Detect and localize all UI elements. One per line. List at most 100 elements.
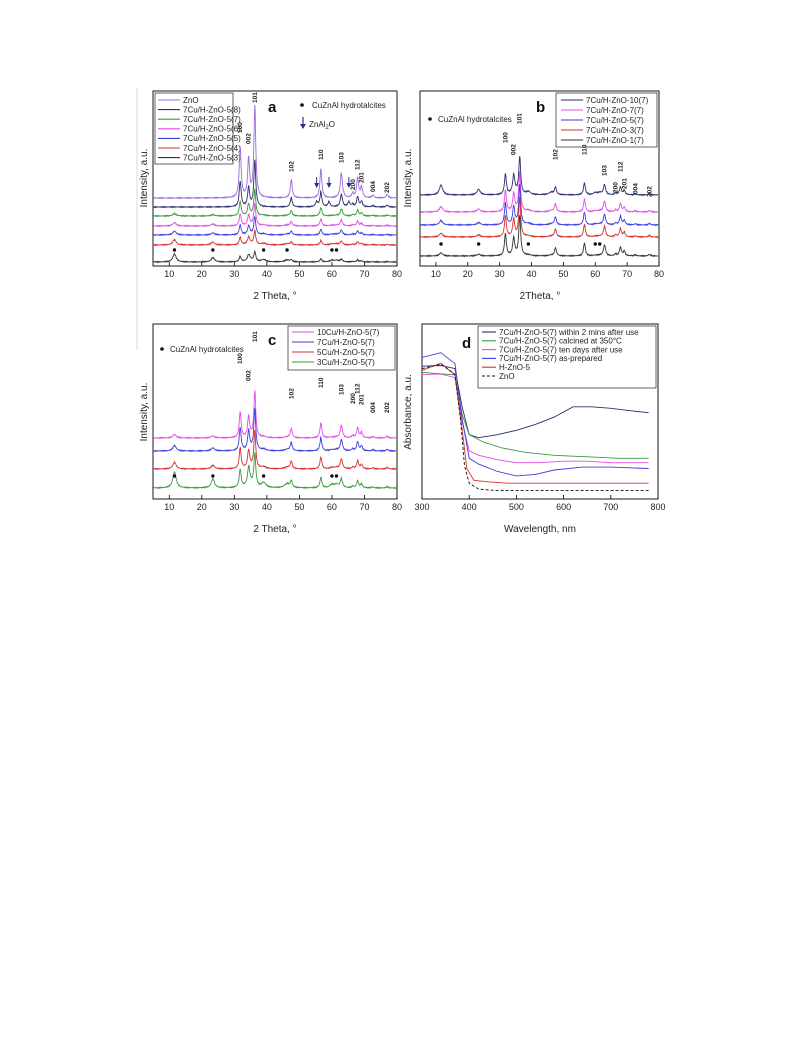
panel-c-series-2 — [153, 429, 397, 471]
panel-a-peak-label: 100 — [237, 122, 244, 133]
panel-d-legend-label: 7Cu/H-ZnO-5(7) calcined at 350°C — [499, 337, 622, 346]
panel-b-peak-label: 202 — [646, 186, 653, 197]
panel-d-letter: d — [462, 335, 471, 352]
panel-d-legend-label: 7Cu/H-ZnO-5(7) within 2 mins after use — [499, 328, 639, 337]
panel-a-znal2o-marker-head — [314, 183, 320, 188]
panel-c-xtick-label: 20 — [197, 502, 207, 512]
panel-a-series-4 — [153, 215, 397, 237]
panel-d-legend-label: 7Cu/H-ZnO-5(7) as-prepared — [499, 354, 602, 363]
panel-d-legend-box — [477, 325, 657, 389]
panel-b-xtick-label: 20 — [463, 269, 473, 279]
panel-d-legend-label: H-ZnO-5 — [499, 363, 531, 372]
panel-d: d 7Cu/H-ZnO-5(7) within 2 mins after use… — [403, 323, 666, 535]
panel-a-xtick-label: 50 — [294, 269, 304, 279]
panel-b-hydrotalcite-note: CuZnAl hydrotalcites — [438, 115, 512, 124]
panel-b-peak-label: 201 — [621, 178, 628, 189]
panel-c-frame — [152, 323, 398, 500]
panel-b-peak-label: 100 — [502, 132, 509, 143]
panel-c-ylabel: Intensity, a.u. — [139, 383, 150, 442]
panel-a-legend-label: ZnO — [183, 96, 199, 105]
panel-c-xtick-label: 80 — [392, 502, 402, 512]
panel-d-legend-label: 7Cu/H-ZnO-5(7) ten days after use — [499, 345, 623, 354]
panel-a-legend-label: 7Cu/H-ZnO-5(4) — [183, 144, 241, 153]
panel-d-ylabel: Absorbance, a.u. — [403, 374, 414, 450]
panel-c-hydrotalcite-marker — [211, 474, 215, 478]
panel-b: b 7Cu/H-ZnO-10(7)7Cu/H-ZnO-7(7)7Cu/H-ZnO… — [403, 90, 664, 302]
panel-b-peak-label: 002 — [511, 144, 518, 155]
panel-a-znal2o-sub: 2 — [325, 125, 329, 131]
panel-c-xtick-label: 30 — [229, 502, 239, 512]
panel-b-xtick-label: 10 — [431, 269, 441, 279]
panel-d-xtick-label: 800 — [650, 502, 665, 512]
panel-a-peak-label: 101 — [252, 92, 259, 103]
panel-a-znal2o-o: O — [329, 120, 335, 129]
panel-a-hydrotalcite-marker — [172, 248, 177, 252]
panel-b-legend-label: 7Cu/H-ZnO-5(7) — [586, 116, 644, 125]
panel-b-peak-label: 102 — [552, 149, 559, 160]
panel-b-hydrotalcite-marker — [526, 242, 531, 246]
panel-a-hydrotalcite-legend-dot — [300, 103, 304, 107]
panel-a-ylabel: Intensity, a.u. — [139, 149, 150, 208]
panel-a-peak-label: 202 — [384, 182, 391, 193]
panel-a-peak-label: 102 — [288, 161, 295, 172]
panel-a-xlabel: 2 Theta, ° — [253, 291, 296, 302]
panel-a-peak-label: 112 — [355, 159, 362, 170]
panel-c-peak-label: 201 — [359, 394, 366, 405]
panel-c-hydrotalcite-note: CuZnAl hydrotalcites — [170, 345, 244, 354]
panel-a-znal2o-label: ZnAl2O — [309, 120, 335, 131]
panel-d-xtick-label: 700 — [603, 502, 618, 512]
panel-a-znal2o-marker-head — [326, 183, 332, 188]
panel-b-xlabel: 2Theta, ° — [520, 291, 561, 302]
panel-a-xtick-label: 70 — [359, 269, 369, 279]
panel-a-peak-label: 200 — [350, 179, 357, 190]
panel-c-peak-label: 202 — [384, 402, 391, 413]
panel-a-legend-label: 7Cu/H-ZnO-5(3) — [183, 153, 241, 162]
panel-c-peak-label: 004 — [370, 402, 377, 413]
panel-c-peak-label: 200 — [350, 393, 357, 404]
panel-c-xlabel: 2 Theta, ° — [253, 524, 296, 535]
panel-b-xtick-label: 70 — [622, 269, 632, 279]
panel-b-hydrotalcite-marker — [439, 242, 443, 246]
panel-b-series-2 — [420, 183, 659, 227]
panel-a-letter: a — [268, 99, 277, 116]
panel-c-hydrotalcite-legend-dot — [160, 347, 164, 351]
panel-a-series-1 — [153, 159, 397, 209]
panel-c-xtick-label: 50 — [294, 502, 304, 512]
panel-a-legend-label: 7Cu/H-ZnO-5(6) — [183, 125, 241, 134]
panel-d-series-5 — [421, 363, 649, 492]
panel-c-peak-label: 110 — [318, 377, 325, 388]
panel-b-xtick-label: 80 — [654, 269, 664, 279]
panel-a-xtick-label: 30 — [229, 269, 239, 279]
panel-c: c 10Cu/H-ZnO-5(7)7Cu/H-ZnO-5(7)5Cu/H-ZnO… — [139, 323, 402, 535]
panel-d-xtick-label: 400 — [462, 502, 477, 512]
panel-a-peak-label: 002 — [246, 133, 253, 144]
panel-d-series-1 — [421, 371, 649, 459]
panel-b-frame — [419, 90, 660, 267]
panel-b-xtick-label: 40 — [527, 269, 537, 279]
panel-d-series-3 — [421, 352, 649, 477]
panel-b-legend-label: 7Cu/H-ZnO-3(7) — [586, 126, 644, 135]
panel-a-legend-box — [154, 92, 234, 165]
panel-b-peak-label: 112 — [617, 161, 624, 172]
panel-a-xtick-label: 80 — [392, 269, 402, 279]
panel-a-series-2 — [153, 188, 397, 218]
panel-c-legend-label: 5Cu/H-ZnO-5(7) — [317, 348, 375, 357]
panel-b-peak-label: 200 — [613, 182, 620, 193]
panel-b-legend: 7Cu/H-ZnO-10(7)7Cu/H-ZnO-7(7)7Cu/H-ZnO-5… — [555, 92, 658, 148]
panel-b-hydrotalcite-marker — [598, 242, 602, 246]
panel-b-peak-label: 101 — [517, 113, 524, 124]
panel-c-hydrotalcite-marker — [172, 474, 177, 478]
panel-c-peak-label: 002 — [246, 370, 253, 381]
panel-c-legend-label: 10Cu/H-ZnO-5(7) — [317, 328, 380, 337]
panel-b-xtick-label: 30 — [495, 269, 505, 279]
panel-c-series-3 — [153, 452, 397, 490]
panel-c-legend: 10Cu/H-ZnO-5(7)7Cu/H-ZnO-5(7)5Cu/H-ZnO-5… — [287, 325, 396, 371]
panel-b-peak-label: 103 — [602, 165, 609, 176]
panel-d-xtick-label: 500 — [509, 502, 524, 512]
panel-c-peak-label: 102 — [288, 388, 295, 399]
panel-a-legend-label: 7Cu/H-ZnO-5(5) — [183, 134, 241, 143]
panel-a-xtick-label: 10 — [164, 269, 174, 279]
panel-c-peak-label: 101 — [252, 331, 259, 342]
panel-b-series-0 — [420, 156, 659, 197]
panel-b-peak-label: 110 — [581, 144, 588, 155]
